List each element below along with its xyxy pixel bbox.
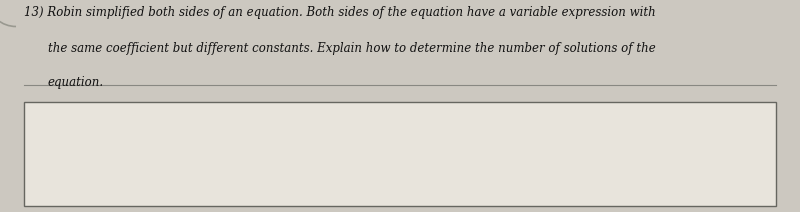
Text: the same coefficient but different constants. Explain how to determine the numbe: the same coefficient but different const… — [48, 42, 656, 55]
Text: equation.: equation. — [48, 76, 104, 89]
Text: 13) Robin simplified both sides of an equation. Both sides of the equation have : 13) Robin simplified both sides of an eq… — [24, 6, 656, 19]
Bar — [24, 102, 776, 206]
